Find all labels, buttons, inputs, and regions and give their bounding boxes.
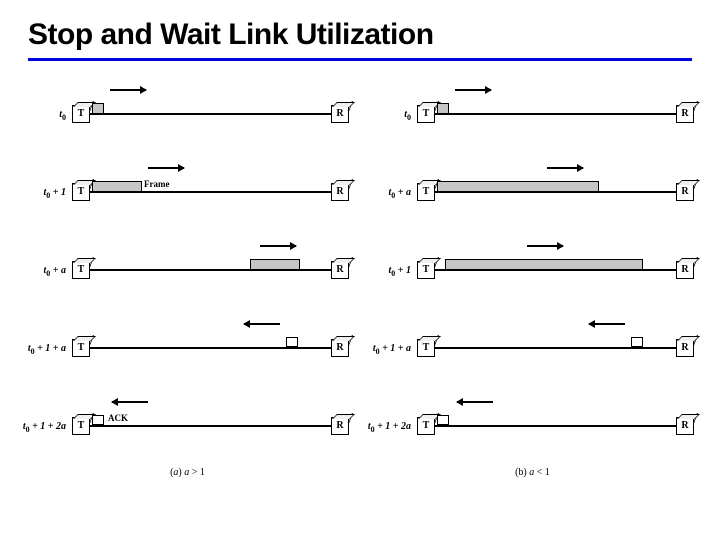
time-label: t0 + 1 (22, 187, 66, 200)
frame-box (437, 103, 449, 114)
timeline-row: t0 + 1 + 2a T R ACK (22, 387, 353, 465)
arrow-left-icon (457, 401, 493, 403)
arrow-right-icon (455, 89, 491, 91)
ack-box (631, 337, 643, 347)
time-label: t0 + 1 (367, 265, 411, 278)
node-transmitter: T (72, 105, 90, 123)
arrow-left-icon (244, 323, 280, 325)
title-rule (28, 58, 692, 61)
time-label: t0 + a (22, 265, 66, 278)
node-receiver: R (676, 183, 694, 201)
column-b: t0 T Rt0 + a T Rt0 + 1 T Rt0 + 1 + a T Rt0 + 1 +… (367, 75, 698, 478)
node-transmitter: T (417, 339, 435, 357)
frame-label: ACK (108, 413, 128, 423)
timeline-row: t0 + 1 + a T R (367, 309, 698, 387)
time-label: t0 (22, 109, 66, 122)
column-caption: (b) a < 1 (367, 467, 698, 478)
link-line (90, 113, 331, 115)
link-line (435, 113, 676, 115)
ack-box (286, 337, 298, 347)
arrow-left-icon (112, 401, 148, 403)
link-line (90, 425, 331, 427)
arrow-right-icon (148, 167, 184, 169)
node-receiver: R (331, 339, 349, 357)
link-line (90, 347, 331, 349)
frame-box (92, 103, 104, 114)
timeline-row: t0 + a T R (22, 231, 353, 309)
time-label: t0 + a (367, 187, 411, 200)
frame-box (445, 259, 643, 270)
arrow-right-icon (260, 245, 296, 247)
link-line (435, 347, 676, 349)
column-caption: (a) a > 1 (22, 467, 353, 478)
arrow-right-icon (527, 245, 563, 247)
ack-box (92, 415, 104, 425)
diagram-columns: t0 T Rt0 + 1 T R Frame t0 + a T Rt0 + 1 + a T Rt0 … (0, 75, 720, 478)
node-transmitter: T (417, 261, 435, 279)
time-label: t0 + 1 + a (367, 343, 411, 356)
node-transmitter: T (72, 183, 90, 201)
frame-box (437, 181, 599, 192)
arrow-right-icon (110, 89, 146, 91)
time-label: t0 + 1 + 2a (22, 421, 66, 434)
node-transmitter: T (72, 261, 90, 279)
node-receiver: R (331, 261, 349, 279)
node-transmitter: T (417, 417, 435, 435)
node-transmitter: T (417, 183, 435, 201)
timeline-row: t0 + a T R (367, 153, 698, 231)
arrow-right-icon (547, 167, 583, 169)
time-label: t0 + 1 + 2a (367, 421, 411, 434)
time-label: t0 (367, 109, 411, 122)
node-receiver: R (676, 417, 694, 435)
link-line (435, 425, 676, 427)
node-receiver: R (676, 105, 694, 123)
frame-label: Frame (144, 179, 169, 189)
arrow-left-icon (589, 323, 625, 325)
ack-box (437, 415, 449, 425)
node-transmitter: T (72, 339, 90, 357)
timeline-row: t0 T R (22, 75, 353, 153)
node-receiver: R (676, 261, 694, 279)
node-receiver: R (331, 417, 349, 435)
timeline-row: t0 + 1 T R (367, 231, 698, 309)
page-title: Stop and Wait Link Utilization (0, 0, 720, 56)
column-a: t0 T Rt0 + 1 T R Frame t0 + a T Rt0 + 1 + a T Rt0 … (22, 75, 353, 478)
timeline-row: t0 T R (367, 75, 698, 153)
node-transmitter: T (72, 417, 90, 435)
time-label: t0 + 1 + a (22, 343, 66, 356)
node-receiver: R (331, 105, 349, 123)
node-receiver: R (331, 183, 349, 201)
node-receiver: R (676, 339, 694, 357)
timeline-row: t0 + 1 + 2a T R (367, 387, 698, 465)
timeline-row: t0 + 1 + a T R (22, 309, 353, 387)
node-transmitter: T (417, 105, 435, 123)
timeline-row: t0 + 1 T R Frame (22, 153, 353, 231)
frame-box (250, 259, 300, 270)
frame-box (92, 181, 142, 192)
